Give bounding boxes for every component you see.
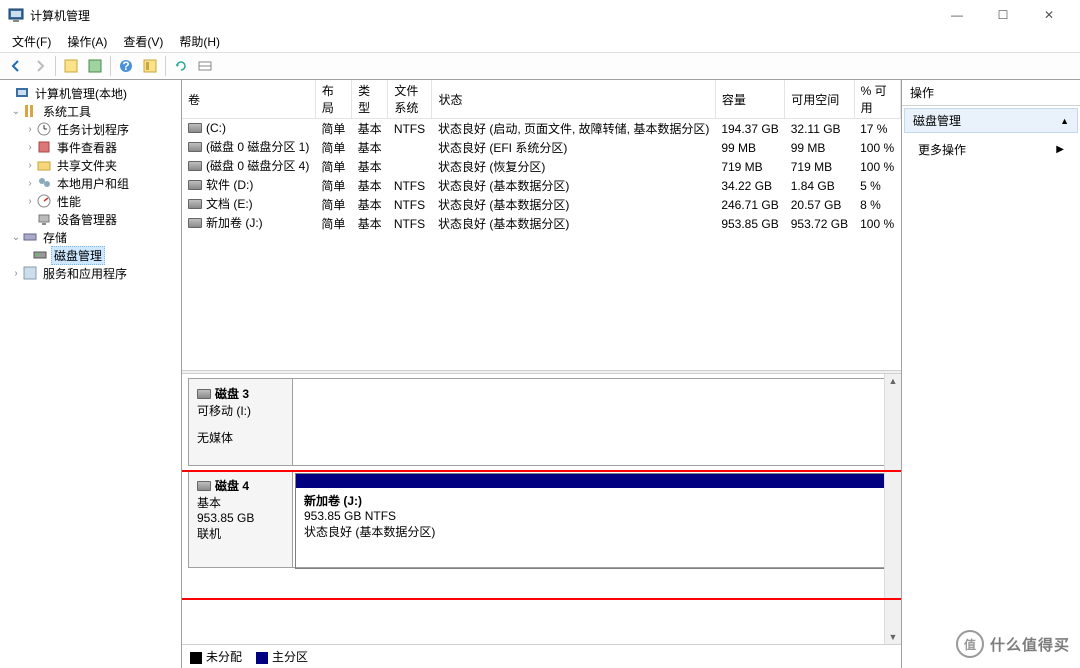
vertical-scrollbar[interactable]: ▲ ▼ (884, 374, 901, 644)
watermark-text: 什么值得买 (990, 634, 1070, 655)
col-type[interactable]: 类型 (352, 80, 388, 119)
separator (55, 56, 56, 76)
tree-event-viewer[interactable]: ›事件查看器 (2, 138, 179, 156)
toolbar-icon-2[interactable] (84, 55, 106, 77)
legend: 未分配 主分区 (182, 644, 901, 668)
legend-unallocated: 未分配 (190, 648, 242, 665)
toolbar-icon-6[interactable] (194, 55, 216, 77)
disk-4-status: 联机 (197, 525, 284, 542)
menubar: 文件(F) 操作(A) 查看(V) 帮助(H) (0, 30, 1080, 52)
partition-status: 状态良好 (基本数据分区) (304, 523, 883, 540)
table-row[interactable]: (磁盘 0 磁盘分区 1)简单基本状态良好 (EFI 系统分区)99 MB99 … (182, 138, 901, 157)
volume-table: 卷 布局 类型 文件系统 状态 容量 可用空间 % 可用 (C:)简单基本NTF… (182, 80, 901, 370)
drivea-icon (188, 180, 202, 190)
scroll-up-icon[interactable]: ▲ (889, 376, 898, 386)
tree-storage[interactable]: ⌄存储 (2, 228, 179, 246)
window-title: 计算机管理 (30, 7, 934, 24)
disk-icon (197, 481, 211, 491)
col-free[interactable]: 可用空间 (785, 80, 854, 119)
help-icon[interactable]: ? (115, 55, 137, 77)
app-window: 计算机管理 — ☐ ✕ 文件(F) 操作(A) 查看(V) 帮助(H) ? 计算… (0, 0, 1080, 668)
tree-local-users[interactable]: ›本地用户和组 (2, 174, 179, 192)
menu-action[interactable]: 操作(A) (59, 31, 115, 52)
disk-4-partition[interactable]: 新加卷 (J:) 953.85 GB NTFS 状态良好 (基本数据分区) (295, 473, 892, 569)
separator (110, 56, 111, 76)
close-button[interactable]: ✕ (1026, 0, 1072, 30)
menu-view[interactable]: 查看(V) (115, 31, 171, 52)
drivea-icon (188, 161, 202, 171)
actions-more[interactable]: 更多操作 ▶ (902, 135, 1080, 164)
table-row[interactable]: 新加卷 (J:)简单基本NTFS状态良好 (基本数据分区)953.85 GB95… (182, 214, 901, 233)
col-volume[interactable]: 卷 (182, 80, 315, 119)
back-button[interactable] (5, 55, 27, 77)
table-row[interactable]: 文档 (E:)简单基本NTFS状态良好 (基本数据分区)246.71 GB20.… (182, 195, 901, 214)
maximize-button[interactable]: ☐ (980, 0, 1026, 30)
legend-primary: 主分区 (256, 648, 308, 665)
scroll-down-icon[interactable]: ▼ (889, 632, 898, 642)
toolbar-icon-1[interactable] (60, 55, 82, 77)
svg-text:?: ? (122, 59, 129, 73)
actions-title: 操作 (902, 80, 1080, 106)
col-fs[interactable]: 文件系统 (388, 80, 432, 119)
tree-services-apps[interactable]: ›服务和应用程序 (2, 264, 179, 282)
menu-file[interactable]: 文件(F) (4, 31, 59, 52)
col-status[interactable]: 状态 (432, 80, 715, 119)
partition-name: 新加卷 (J:) (304, 492, 883, 509)
col-capacity[interactable]: 容量 (715, 80, 784, 119)
disk-4-body: 新加卷 (J:) 953.85 GB NTFS 状态良好 (基本数据分区) (293, 471, 894, 567)
chevron-right-icon: ▶ (1056, 144, 1064, 155)
app-icon (8, 7, 24, 23)
actions-pane: 操作 磁盘管理 ▲ 更多操作 ▶ (902, 80, 1080, 668)
disk-4-capacity: 953.85 GB (197, 511, 284, 525)
forward-button[interactable] (29, 55, 51, 77)
table-row[interactable]: 软件 (D:)简单基本NTFS状态良好 (基本数据分区)34.22 GB1.84… (182, 176, 901, 195)
drivea-icon (188, 218, 202, 228)
disk-4-type: 基本 (197, 494, 284, 511)
drivea-icon (188, 142, 202, 152)
table-row[interactable]: (C:)简单基本NTFS状态良好 (启动, 页面文件, 故障转储, 基本数据分区… (182, 119, 901, 139)
tree-system-tools[interactable]: ⌄系统工具 (2, 102, 179, 120)
partition-size: 953.85 GB NTFS (304, 509, 883, 523)
disk-pane: 磁盘 3 可移动 (I:) 无媒体 磁盘 4 基本 953.85 GB (182, 374, 901, 668)
tree-root[interactable]: 计算机管理(本地) (2, 84, 179, 102)
tree-task-scheduler[interactable]: ›任务计划程序 (2, 120, 179, 138)
table-row[interactable]: (磁盘 0 磁盘分区 4)简单基本状态良好 (恢复分区)719 MB719 MB… (182, 157, 901, 176)
disk-3-header: 磁盘 3 可移动 (I:) 无媒体 (189, 379, 293, 465)
titlebar[interactable]: 计算机管理 — ☐ ✕ (0, 0, 1080, 30)
collapse-icon[interactable]: ▲ (1060, 116, 1069, 126)
toolbar-icon-4[interactable] (139, 55, 161, 77)
col-pct-free[interactable]: % 可用 (854, 80, 900, 119)
center-pane: 卷 布局 类型 文件系统 状态 容量 可用空间 % 可用 (C:)简单基本NTF… (182, 80, 902, 668)
disk-icon (197, 389, 211, 399)
watermark-badge: 值 (956, 630, 984, 658)
disk-4-block[interactable]: 磁盘 4 基本 953.85 GB 联机 新加卷 (J:) 953.85 GB … (188, 470, 895, 568)
disk-4-header: 磁盘 4 基本 953.85 GB 联机 (189, 471, 293, 567)
tree-pane: 计算机管理(本地) ⌄系统工具 ›任务计划程序 ›事件查看器 ›共享文件夹 ›本… (0, 80, 182, 668)
col-layout[interactable]: 布局 (315, 80, 351, 119)
drivea-icon (188, 123, 202, 133)
separator (165, 56, 166, 76)
disk-3-type: 可移动 (I:) (197, 402, 284, 419)
partition-header-bar (296, 474, 891, 488)
disk-3-status: 无媒体 (197, 429, 284, 446)
actions-section[interactable]: 磁盘管理 ▲ (904, 108, 1078, 133)
refresh-icon[interactable] (170, 55, 192, 77)
minimize-button[interactable]: — (934, 0, 980, 30)
tree-device-manager[interactable]: 设备管理器 (2, 210, 179, 228)
main-body: 计算机管理(本地) ⌄系统工具 ›任务计划程序 ›事件查看器 ›共享文件夹 ›本… (0, 80, 1080, 668)
tree-shared-folders[interactable]: ›共享文件夹 (2, 156, 179, 174)
toolbar: ? (0, 52, 1080, 80)
watermark: 值 什么值得买 (956, 630, 1070, 658)
tree-disk-mgmt[interactable]: 磁盘管理 (2, 246, 179, 264)
drivea-icon (188, 199, 202, 209)
disk-3-body (293, 379, 894, 465)
disk-3-block[interactable]: 磁盘 3 可移动 (I:) 无媒体 (188, 378, 895, 466)
tree-performance[interactable]: ›性能 (2, 192, 179, 210)
menu-help[interactable]: 帮助(H) (171, 31, 228, 52)
